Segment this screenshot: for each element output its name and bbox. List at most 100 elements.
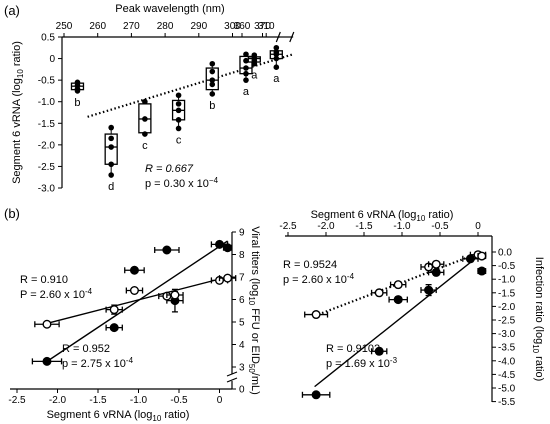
group-letter: b	[209, 100, 215, 112]
p-value: p = 2.75 x 10-4	[62, 356, 134, 370]
data-point	[105, 323, 123, 333]
y-tick-label: -4.0	[498, 356, 516, 367]
data-point	[243, 77, 249, 83]
data-point	[420, 283, 437, 297]
x-tick-label: -2.5	[279, 221, 297, 232]
group-letter: b	[74, 97, 80, 109]
data-point	[389, 280, 407, 290]
chart-b-right: -2.5 -2.0 -1.5 -1.0 -0.5 0 Segment 6 vRNA (log…	[279, 209, 545, 408]
data-point	[124, 265, 145, 275]
group-letter: c	[176, 134, 182, 146]
y-tick-label: -2.0	[498, 302, 516, 313]
x-tick-label: 290	[190, 21, 207, 32]
data-point	[218, 273, 237, 283]
group-letter: a	[273, 73, 280, 85]
r-value-text: R = 0.9102	[326, 343, 380, 355]
y-axis-title-part: 10	[247, 296, 256, 305]
y-tick-label: 0	[239, 385, 245, 396]
panel-label-a: (a)	[4, 3, 20, 18]
data-point	[388, 295, 408, 305]
data-point	[301, 390, 331, 400]
trend-line	[87, 53, 294, 118]
data-point	[209, 77, 216, 83]
chart-b-left: -2.5 -2.0 -1.5 -1.0 -0.5 0 Segment 6 vRNA (log…	[8, 226, 261, 423]
y-tick-label: -3.5	[498, 343, 516, 354]
panel-label-b: (b)	[4, 206, 20, 221]
group-letter: c	[142, 140, 148, 152]
data-point	[427, 259, 445, 269]
box-group: b	[205, 60, 219, 112]
data-point	[175, 125, 182, 132]
open-marker	[374, 288, 384, 298]
y-tick-label: 4	[239, 340, 245, 351]
open-marker	[393, 280, 403, 290]
x-axis-title: Segment 6 vRNA (log10 ratio)	[311, 209, 454, 223]
x-axis-title-part: 10	[152, 414, 161, 423]
data-point	[243, 51, 249, 58]
x-axis-title-part: 10	[416, 214, 425, 223]
x-axis-title-part: Segment 6 vRNA (log	[47, 409, 153, 421]
x-tick-label: 260	[89, 21, 106, 32]
x-tick-label: -1.5	[355, 221, 373, 232]
p-value-exponent: -4	[126, 356, 134, 365]
r-value: R = 0.910	[20, 274, 68, 286]
y-axis-title-part: Viral titers (log	[249, 226, 261, 296]
y-axis-title-part: 10	[16, 69, 25, 78]
data-point	[477, 251, 487, 261]
box-group: a	[239, 51, 253, 98]
x-tick-label: -2.5	[8, 395, 26, 406]
p-value-exponent: −4	[209, 176, 219, 185]
filled-marker	[477, 266, 487, 276]
x-axis-title-part: ratio)	[425, 209, 453, 221]
box-group: c	[171, 92, 186, 146]
data-point	[243, 57, 249, 64]
axis-break-mark	[275, 31, 295, 43]
y-tick-label: -1.0	[498, 275, 516, 286]
data-point	[108, 161, 114, 168]
x-tick-label: 0	[475, 221, 481, 232]
box-group: b	[70, 79, 85, 109]
data-point	[108, 135, 114, 142]
data-point	[462, 254, 479, 264]
y-tick-label: -2.0	[38, 140, 56, 151]
data-point	[31, 356, 63, 366]
open-marker	[311, 310, 321, 320]
r-value-text: R = 0.910	[20, 274, 68, 286]
data-point	[34, 319, 60, 329]
filled-marker	[129, 265, 139, 275]
fit-line	[45, 276, 228, 325]
data-point	[243, 70, 249, 77]
data-point	[175, 117, 182, 123]
y-tick-label: -1.0	[38, 97, 56, 108]
y-axis-title-part: ratio)	[11, 41, 23, 69]
y-tick-label: -1.5	[38, 119, 56, 130]
y-axis-title-part: FFU or EID	[249, 305, 261, 364]
open-marker	[431, 259, 441, 269]
data-point	[477, 266, 487, 276]
y-axis-title: Segment 6 vRNA (log10 ratio)	[11, 41, 25, 184]
y-axis-title: Viral titers (log10 FFU or EID50/mL)	[247, 226, 261, 395]
filled-marker	[162, 245, 172, 255]
y-axis-title-part: 50	[247, 364, 256, 373]
p-value-text: P = 2.60 x 10	[20, 289, 85, 301]
x-tick-label: -1.5	[89, 395, 107, 406]
data-point	[209, 81, 216, 88]
data-point	[108, 172, 114, 178]
y-tick-label: 6	[239, 295, 245, 306]
r-value: R = 0.952	[62, 343, 110, 355]
y-tick-label: -1.5	[498, 288, 516, 299]
data-point	[142, 131, 148, 137]
y-tick-label: 0.5	[41, 33, 55, 44]
x-tick-label: 270	[123, 21, 140, 32]
x-tick-label: 0	[217, 395, 223, 406]
group-letter: d	[108, 181, 114, 193]
y-tick-label: 7	[239, 273, 245, 284]
open-marker	[170, 290, 180, 300]
open-marker	[477, 251, 487, 261]
y-tick-label: 8	[239, 250, 245, 261]
data-point	[142, 98, 148, 105]
data-point	[251, 60, 258, 67]
data-point	[108, 124, 114, 131]
x-tick-label: 250	[56, 21, 73, 32]
y-tick-label: -0.5	[38, 76, 56, 87]
